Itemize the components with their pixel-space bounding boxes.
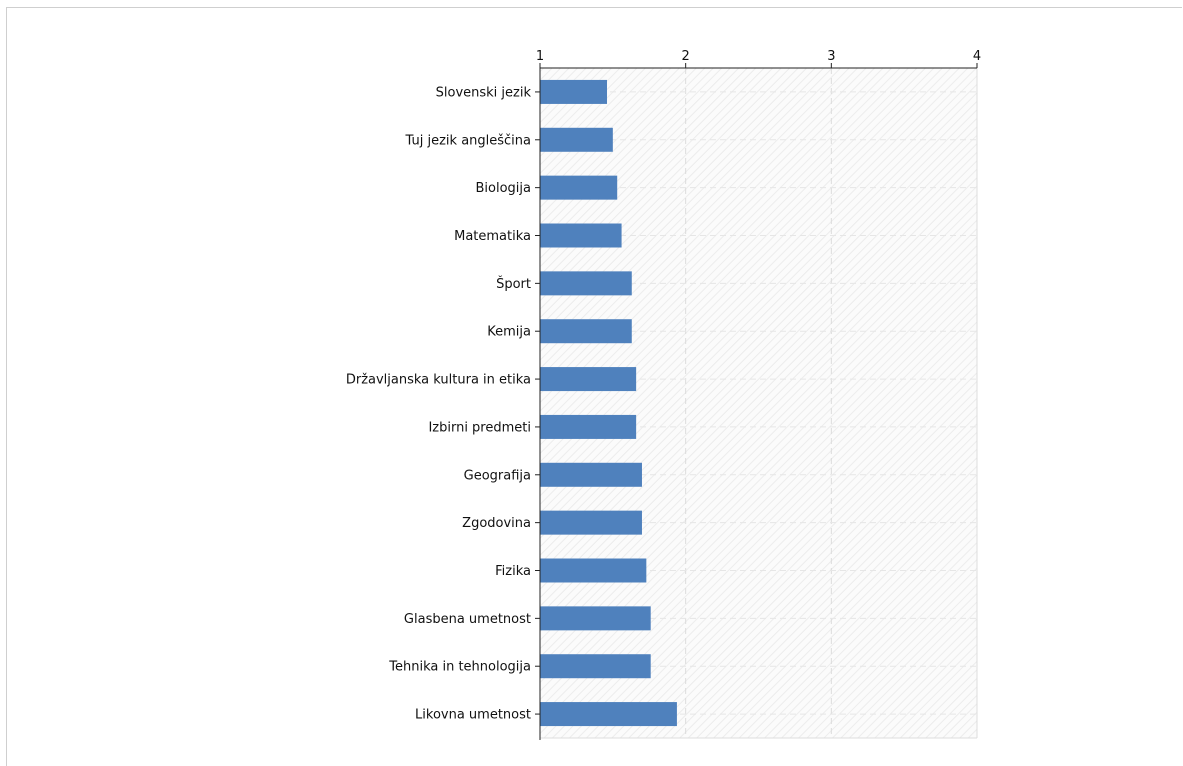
- x-tick-label: 3: [827, 49, 835, 64]
- category-label: Kemija: [487, 325, 531, 340]
- category-label: Biologija: [476, 181, 532, 196]
- bar: [540, 462, 642, 487]
- labels: 1 2 3 4 Slovenski jezik Tuj jezik angleščina B…: [346, 49, 981, 723]
- category-label: Državljanska kultura in etika: [346, 373, 531, 388]
- category-label: Fizika: [495, 564, 531, 579]
- bar: [540, 414, 637, 439]
- bar: [540, 510, 642, 535]
- x-tick-label: 2: [682, 49, 690, 64]
- category-label: Slovenski jezik: [436, 85, 532, 100]
- bar: [540, 319, 632, 344]
- category-label: Izbirni predmeti: [428, 420, 531, 435]
- bar: [540, 558, 647, 583]
- bar: [540, 654, 651, 679]
- category-label: Geografija: [464, 468, 531, 483]
- category-label: Matematika: [454, 229, 531, 244]
- bar: [540, 127, 613, 152]
- bar: [540, 175, 618, 200]
- bar: [540, 271, 632, 296]
- bar: [540, 702, 677, 727]
- category-label: Šport: [496, 276, 531, 292]
- bar: [540, 223, 622, 248]
- category-label: Likovna umetnost: [415, 708, 531, 723]
- category-label: Tuj jezik angleščina: [405, 133, 531, 148]
- plot-area: [540, 68, 977, 738]
- category-label: Glasbena umetnost: [404, 612, 531, 627]
- bar: [540, 606, 651, 631]
- bar: [540, 79, 608, 104]
- bar: [540, 367, 637, 392]
- x-tick-label: 4: [973, 49, 981, 64]
- category-label: Zgodovina: [462, 516, 531, 531]
- x-tick-label: 1: [536, 49, 544, 64]
- axes: [535, 63, 978, 740]
- bars: [540, 79, 677, 727]
- category-label: Tehnika in tehnologija: [388, 660, 531, 675]
